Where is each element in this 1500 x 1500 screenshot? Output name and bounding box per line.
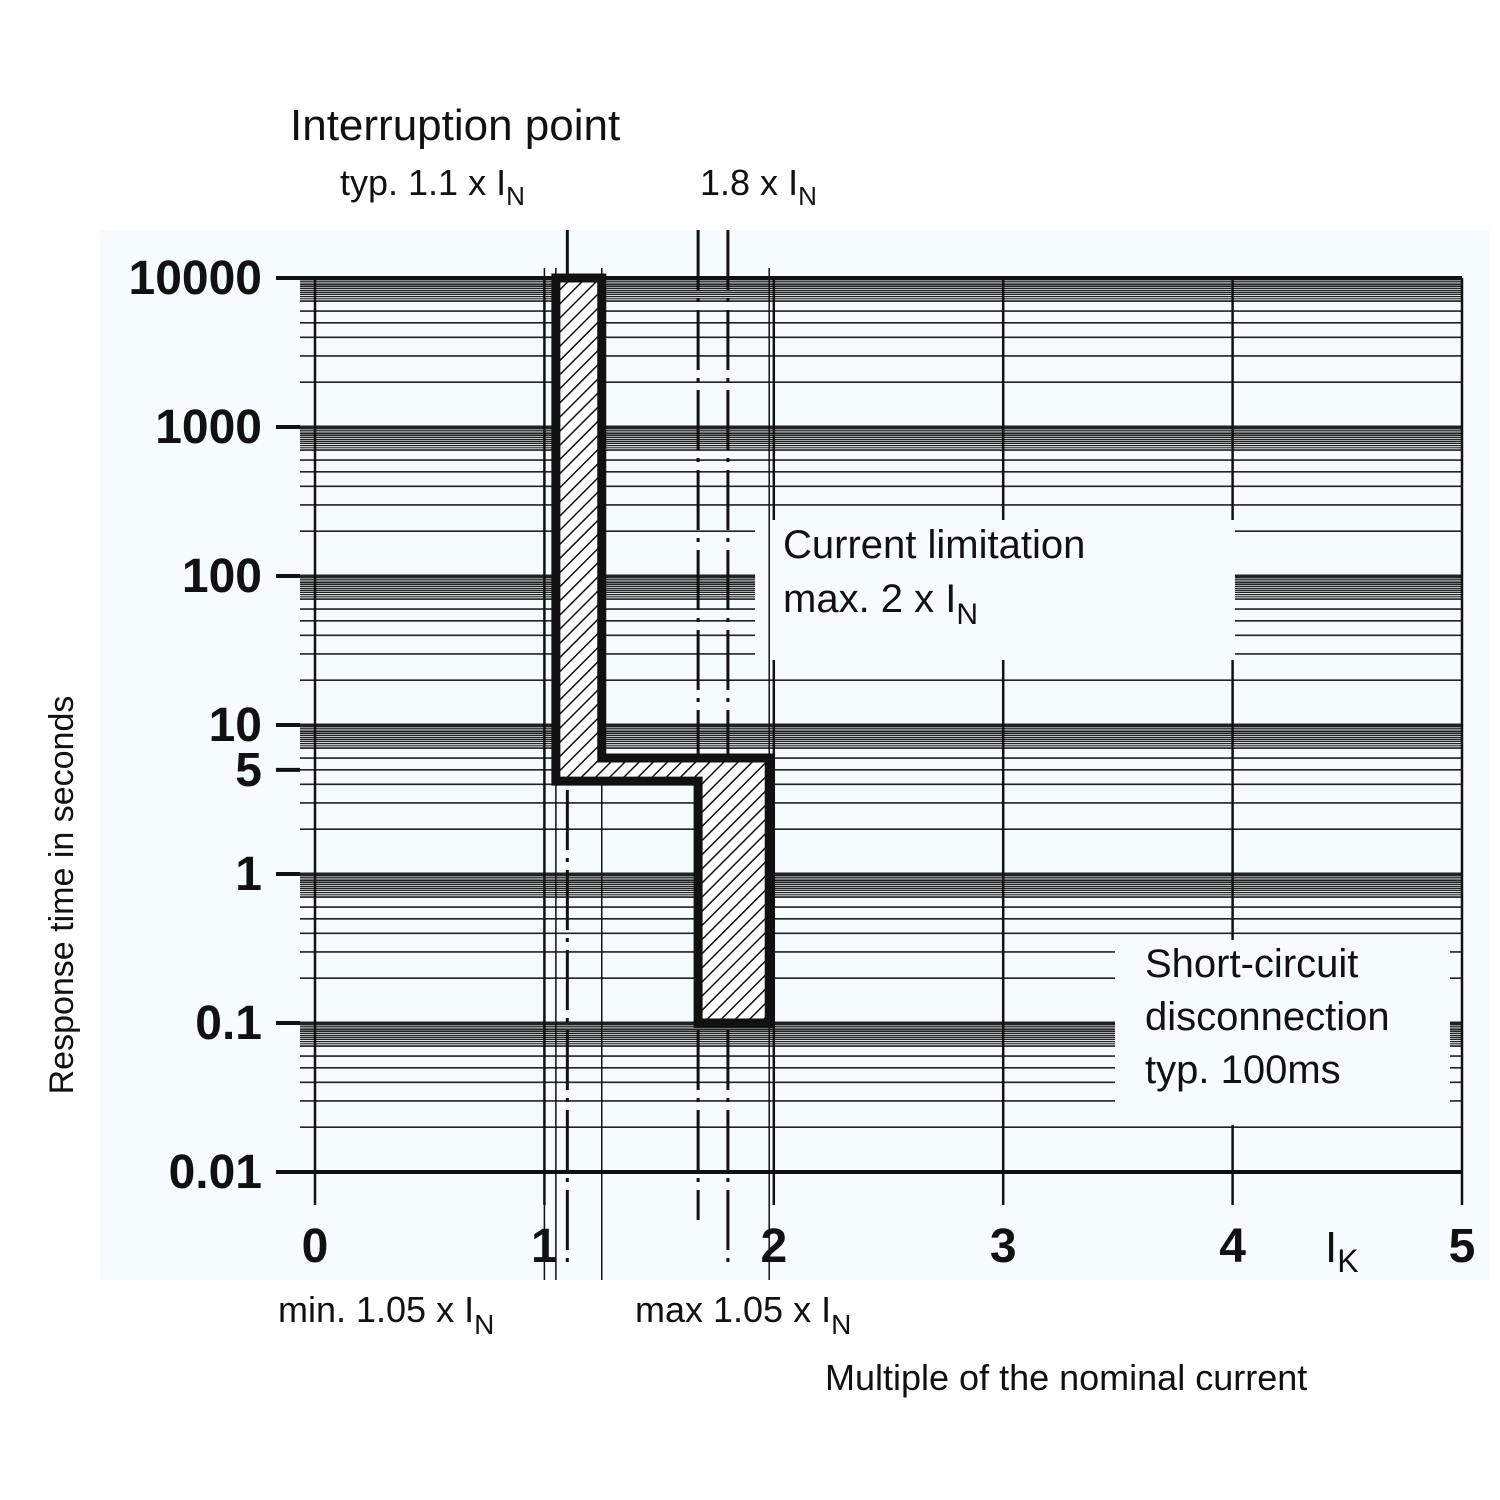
current-limitation-title: Current limitation	[783, 523, 1085, 567]
y-tick-label: 1000	[155, 401, 262, 454]
x-tick-label: 5	[1449, 1220, 1476, 1273]
y-tick-label: 0.1	[195, 997, 262, 1050]
tripping-band	[551, 273, 774, 1028]
short-circuit-line-1: Short-circuit	[1145, 942, 1358, 986]
max-label: max 1.05 x IN	[635, 1289, 851, 1340]
interruption-max-label: 1.8 x IN	[700, 162, 817, 211]
x-axis-label: Multiple of the nominal current	[825, 1357, 1307, 1398]
short-circuit-line-2: disconnection	[1145, 995, 1390, 1039]
y-tick-label: 10000	[129, 252, 262, 305]
short-circuit-line-3: typ. 100ms	[1145, 1048, 1341, 1092]
current-limitation-value: max. 2 x IN	[783, 577, 978, 631]
short-circuit-box	[1115, 940, 1450, 1125]
x-tick-label: 3	[990, 1220, 1017, 1273]
y-tick-label: 5	[235, 744, 262, 797]
x-axis-symbol: IK	[1325, 1223, 1359, 1279]
x-tick-label: 4	[1219, 1220, 1246, 1273]
y-axis-label: Response time in seconds	[43, 696, 81, 1095]
interruption-typ-label: typ. 1.1 x IN	[340, 162, 525, 211]
y-tick-label: 1	[235, 848, 262, 901]
x-tick-label: 2	[760, 1220, 787, 1273]
current-limitation-box	[755, 520, 1235, 660]
y-tick-label: 0.01	[169, 1146, 262, 1199]
y-tick-label: 100	[182, 550, 262, 603]
y-tick-label: 10	[209, 699, 262, 752]
x-tick-label: 1	[531, 1220, 558, 1273]
x-tick-label: 0	[302, 1220, 329, 1273]
min-label: min. 1.05 x IN	[278, 1289, 494, 1340]
interruption-title: Interruption point	[290, 101, 620, 150]
